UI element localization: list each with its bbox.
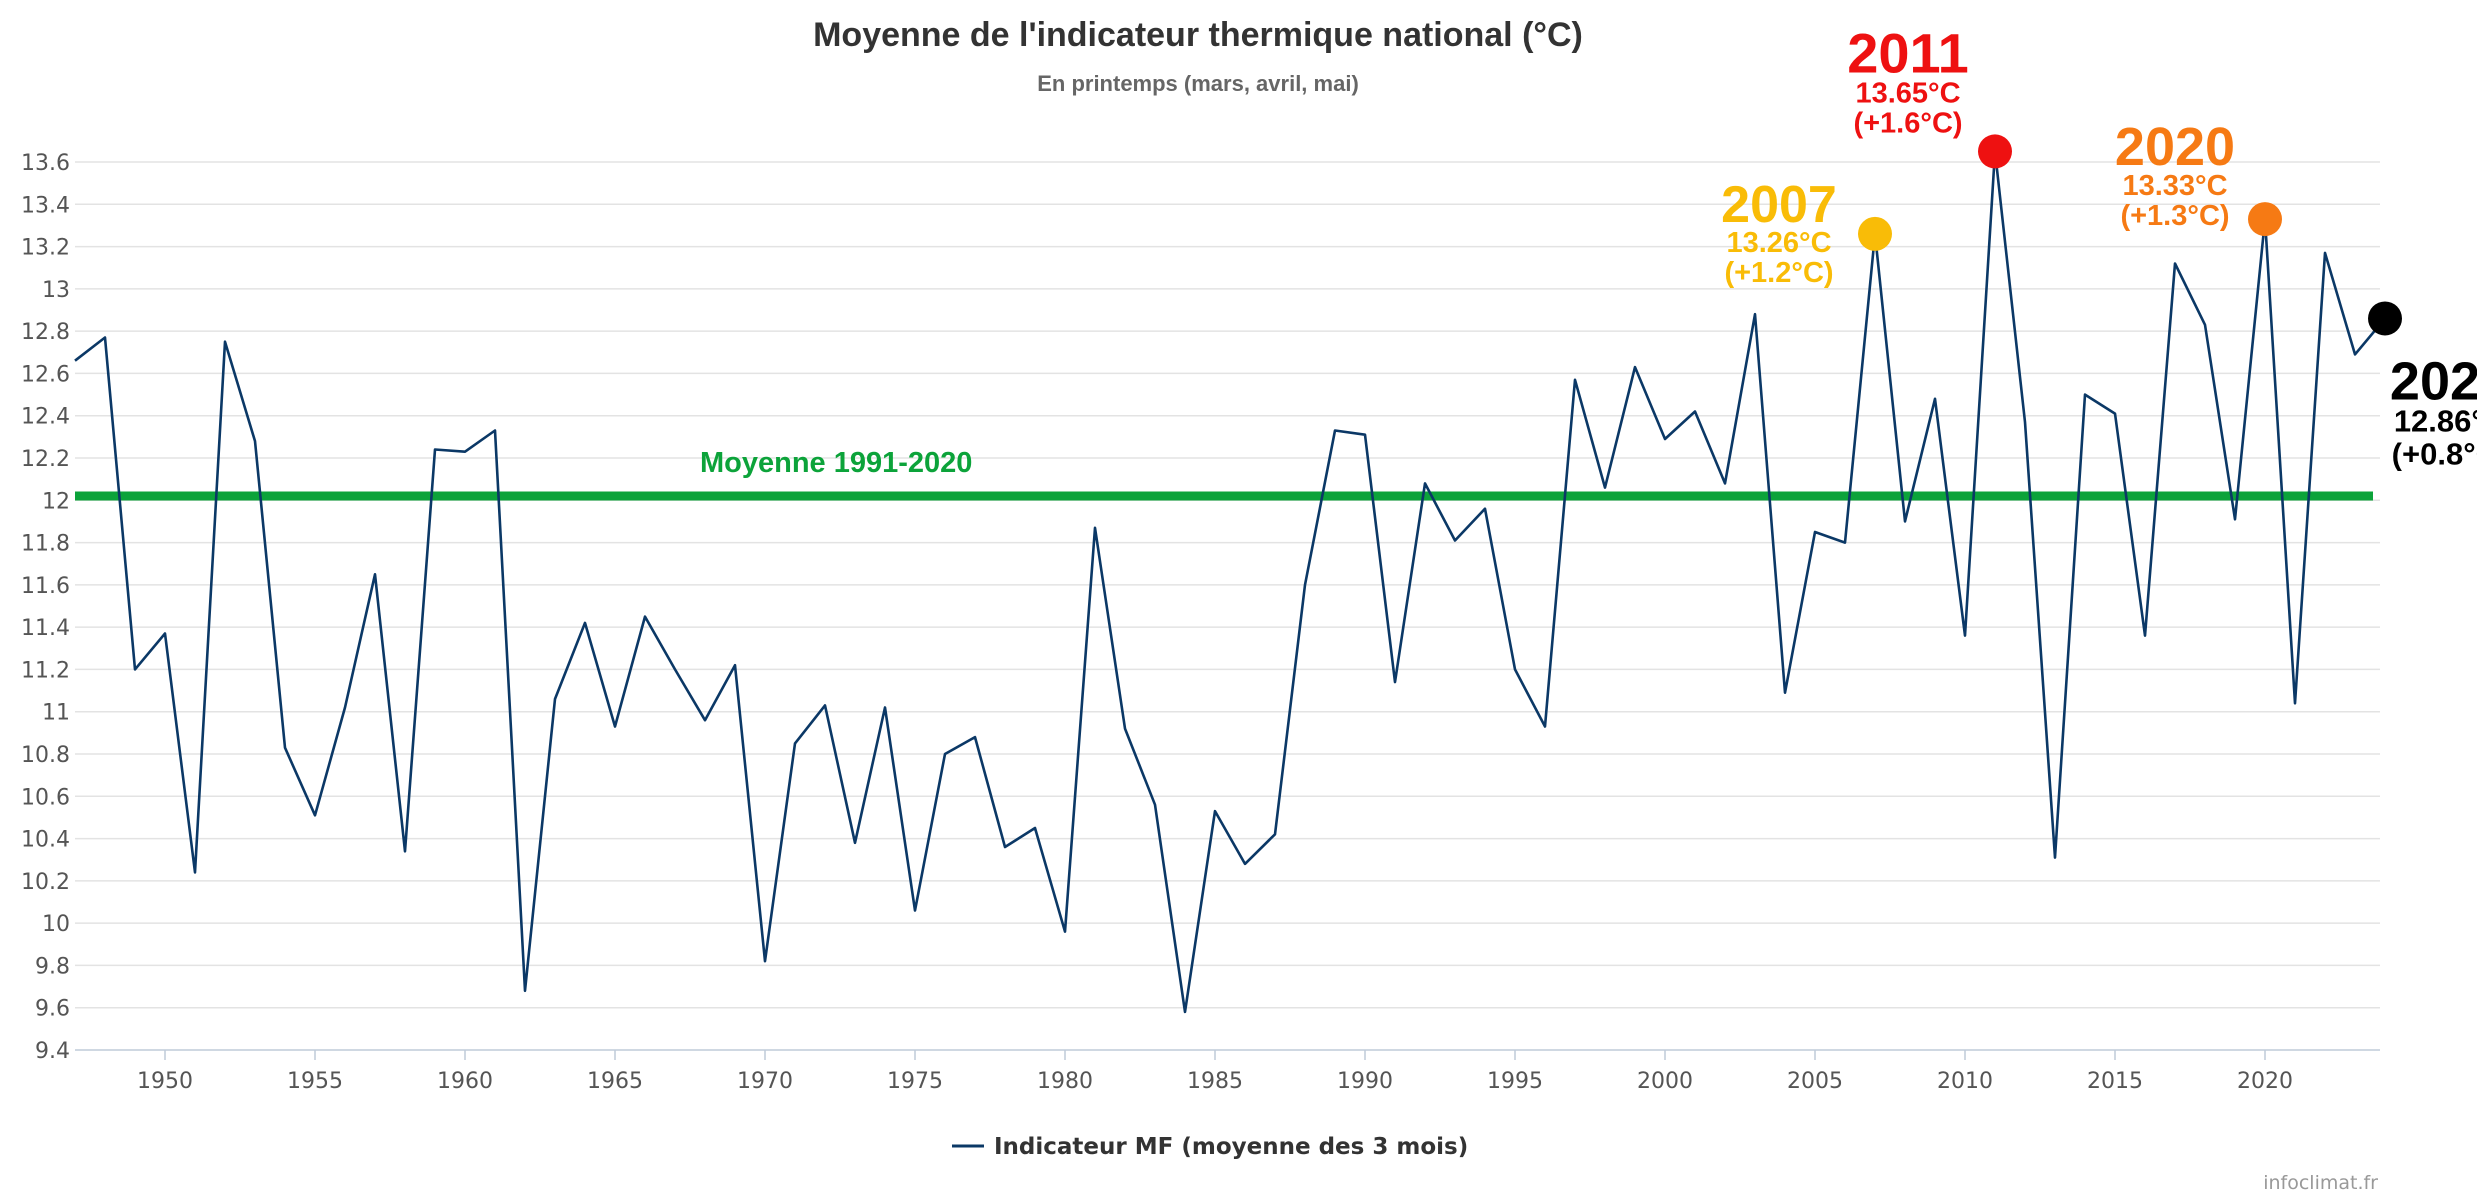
highlight-year-2020: 2020 xyxy=(2115,117,2235,177)
x-tick-label: 1980 xyxy=(1037,1069,1093,1094)
y-tick-label: 10.4 xyxy=(21,828,70,853)
x-tick-label: 2015 xyxy=(2087,1069,2143,1094)
y-tick-label: 13.2 xyxy=(21,236,70,261)
y-axis-ticks: 9.4 9.6 9.8 10 10.2 10.4 10.6 10.8 11 11.2 11.4 11.… xyxy=(21,151,70,1064)
reference-line-label: Moyenne 1991-2020 xyxy=(700,447,972,479)
x-tick-label: 1975 xyxy=(887,1069,943,1094)
y-tick-label: 12 xyxy=(42,489,70,514)
highlight-anomaly-2024: (+0.8°C) xyxy=(2392,436,2477,471)
highlight-anomaly-2007: (+1.2°C) xyxy=(1724,257,1833,289)
highlight-anomaly-2020: (+1.3°C) xyxy=(2120,200,2229,232)
y-tick-label: 12.8 xyxy=(21,320,70,345)
chart-title: Moyenne de l'indicateur thermique nation… xyxy=(813,16,1583,54)
highlight-point-2024 xyxy=(2368,301,2402,336)
y-tick-label: 9.8 xyxy=(35,954,70,979)
y-tick-label: 12.4 xyxy=(21,405,70,430)
chart-subtitle: En printemps (mars, avril, mai) xyxy=(1037,71,1359,96)
x-tick-label: 1990 xyxy=(1337,1069,1393,1094)
y-tick-label: 13.6 xyxy=(21,151,70,176)
highlight-year-2011: 2011 xyxy=(1847,21,1969,84)
y-tick-label: 10.2 xyxy=(21,870,70,895)
y-tick-label: 12.2 xyxy=(21,447,70,472)
highlight-temp-2024: 12.86°C xyxy=(2394,403,2477,438)
y-tick-label: 11.8 xyxy=(21,532,70,557)
x-axis-ticks: 1950 1955 1960 1965 1970 1975 1980 1985 1990 1995… xyxy=(137,1050,2293,1094)
x-tick-label: 1970 xyxy=(737,1069,793,1094)
y-tick-label: 11.4 xyxy=(21,616,70,641)
y-tick-label: 10 xyxy=(42,912,70,937)
legend-label: Indicateur MF (moyenne des 3 mois) xyxy=(994,1134,1468,1160)
y-tick-label: 11.6 xyxy=(21,574,70,599)
y-tick-label: 11 xyxy=(42,701,70,726)
y-tick-label: 11.2 xyxy=(21,658,70,683)
credit-text: infoclimat.fr xyxy=(2263,1172,2378,1194)
y-tick-label: 13 xyxy=(42,278,70,303)
series-line xyxy=(74,150,2386,1014)
y-tick-label: 13.4 xyxy=(21,193,70,218)
highlight-year-2024: 2024 xyxy=(2390,351,2477,411)
x-tick-label: 1965 xyxy=(587,1069,643,1094)
highlight-year-2007: 2007 xyxy=(1721,176,1837,234)
x-tick-label: 2010 xyxy=(1937,1069,1993,1094)
highlight-anomaly-2011: (+1.6°C) xyxy=(1853,107,1962,139)
y-tick-label: 9.6 xyxy=(35,997,70,1022)
highlight-point-2007 xyxy=(1858,216,1892,251)
legend[interactable]: Indicateur MF (moyenne des 3 mois) xyxy=(952,1134,1468,1160)
x-tick-label: 1985 xyxy=(1187,1069,1243,1094)
highlight-point-2011 xyxy=(1978,134,2012,169)
highlight-point-2020 xyxy=(2248,202,2282,237)
x-tick-label: 1955 xyxy=(287,1069,343,1094)
x-tick-label: 2005 xyxy=(1787,1069,1843,1094)
x-tick-label: 1950 xyxy=(137,1069,193,1094)
y-tick-label: 12.6 xyxy=(21,362,70,387)
x-tick-label: 2020 xyxy=(2237,1069,2293,1094)
x-tick-label: 1995 xyxy=(1487,1069,1543,1094)
highlight-temp-2020: 13.33°C xyxy=(2122,170,2227,202)
grid-lines xyxy=(75,161,2380,1009)
highlight-temp-2011: 13.65°C xyxy=(1855,77,1960,109)
y-tick-label: 9.4 xyxy=(35,1039,70,1064)
y-tick-label: 10.8 xyxy=(21,743,70,768)
highlight-temp-2007: 13.26°C xyxy=(1726,227,1831,259)
x-tick-label: 1960 xyxy=(437,1069,493,1094)
y-tick-label: 10.6 xyxy=(21,785,70,810)
x-tick-label: 2000 xyxy=(1637,1069,1693,1094)
